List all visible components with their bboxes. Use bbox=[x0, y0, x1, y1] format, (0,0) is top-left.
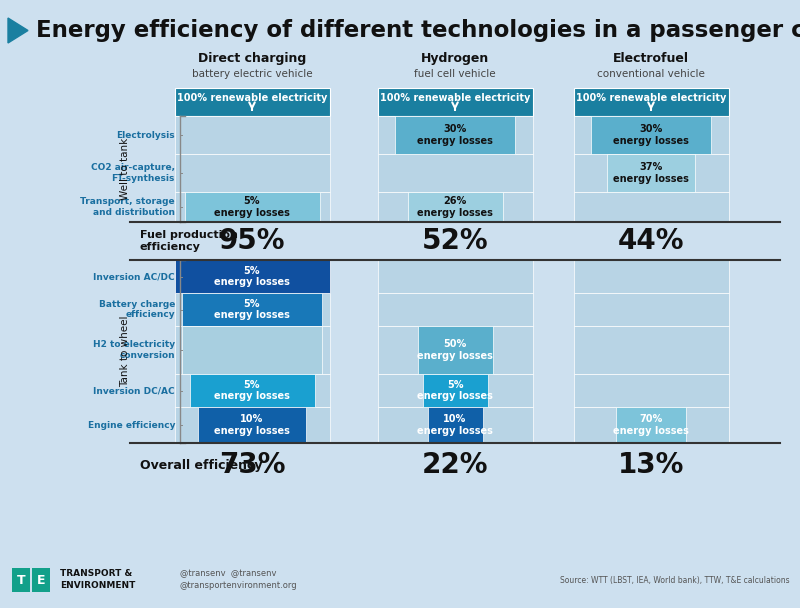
Text: 52%: 52% bbox=[422, 227, 488, 255]
Bar bbox=[574, 154, 729, 192]
Bar bbox=[185, 192, 320, 222]
Bar bbox=[574, 374, 729, 407]
Bar bbox=[395, 116, 515, 154]
Text: TRANSPORT &: TRANSPORT & bbox=[60, 570, 132, 578]
Bar bbox=[428, 407, 483, 443]
Bar bbox=[182, 293, 322, 326]
Bar bbox=[574, 88, 729, 116]
Text: Source: WTT (LBST, IEA, World bank), TTW, T&E calculations: Source: WTT (LBST, IEA, World bank), TTW… bbox=[560, 576, 790, 584]
Text: 70%
energy losses: 70% energy losses bbox=[613, 414, 689, 436]
Bar bbox=[182, 326, 322, 374]
Text: 44%: 44% bbox=[618, 227, 684, 255]
Text: 13%: 13% bbox=[618, 451, 684, 479]
Text: 10%
energy losses: 10% energy losses bbox=[214, 414, 290, 436]
Text: 10%
energy losses: 10% energy losses bbox=[417, 414, 493, 436]
Text: battery electric vehicle: battery electric vehicle bbox=[192, 69, 312, 79]
Text: 5%
energy losses: 5% energy losses bbox=[214, 380, 290, 401]
Bar bbox=[378, 154, 533, 192]
Text: 100% renewable electricity: 100% renewable electricity bbox=[380, 93, 530, 103]
Text: 5%
energy losses: 5% energy losses bbox=[214, 299, 290, 320]
Text: Tank to wheel: Tank to wheel bbox=[120, 316, 130, 387]
Bar bbox=[190, 374, 315, 407]
Text: fuel cell vehicle: fuel cell vehicle bbox=[414, 69, 496, 79]
Bar bbox=[378, 293, 533, 326]
Text: CO2 air-capture,
FT-synthesis: CO2 air-capture, FT-synthesis bbox=[91, 164, 175, 182]
Bar bbox=[574, 326, 729, 374]
Text: Overall efficiency: Overall efficiency bbox=[140, 458, 262, 471]
Text: T: T bbox=[17, 573, 26, 587]
Bar bbox=[378, 192, 533, 222]
Text: Fuel production
efficiency: Fuel production efficiency bbox=[140, 230, 238, 252]
Text: Inversion DC/AC: Inversion DC/AC bbox=[94, 386, 175, 395]
Bar bbox=[378, 407, 533, 443]
Bar bbox=[378, 88, 533, 116]
Bar bbox=[423, 374, 488, 407]
Bar bbox=[175, 260, 330, 293]
Text: 95%: 95% bbox=[218, 227, 286, 255]
Text: 73%: 73% bbox=[218, 451, 286, 479]
Bar bbox=[378, 374, 533, 407]
Bar bbox=[175, 407, 330, 443]
Text: E: E bbox=[37, 573, 46, 587]
Bar bbox=[378, 326, 533, 374]
Bar bbox=[418, 326, 493, 374]
Text: Hydrogen: Hydrogen bbox=[421, 52, 489, 65]
Text: 30%
energy losses: 30% energy losses bbox=[417, 124, 493, 146]
Polygon shape bbox=[8, 18, 28, 43]
Bar bbox=[574, 260, 729, 293]
Bar bbox=[591, 116, 711, 154]
Bar bbox=[574, 293, 729, 326]
Bar bbox=[607, 154, 695, 192]
Text: Transport, storage
and distribution: Transport, storage and distribution bbox=[80, 198, 175, 216]
Bar bbox=[175, 260, 330, 293]
Bar bbox=[175, 192, 330, 222]
Bar bbox=[175, 88, 330, 116]
Text: Inversion AC/DC: Inversion AC/DC bbox=[94, 272, 175, 281]
Text: Well to tank: Well to tank bbox=[120, 138, 130, 200]
Bar bbox=[175, 293, 330, 326]
Text: conventional vehicle: conventional vehicle bbox=[597, 69, 705, 79]
Bar bbox=[574, 192, 729, 222]
Bar bbox=[574, 116, 729, 154]
Text: @transportenvironment.org: @transportenvironment.org bbox=[180, 581, 298, 590]
Text: 5%
energy losses: 5% energy losses bbox=[214, 266, 290, 288]
Bar bbox=[616, 407, 686, 443]
Bar bbox=[198, 407, 306, 443]
Text: 26%
energy losses: 26% energy losses bbox=[417, 196, 493, 218]
Bar bbox=[12, 568, 30, 592]
Text: 100% renewable electricity: 100% renewable electricity bbox=[576, 93, 726, 103]
Text: Electrofuel: Electrofuel bbox=[613, 52, 689, 65]
Bar bbox=[574, 407, 729, 443]
Text: Energy efficiency of different technologies in a passenger car: Energy efficiency of different technolog… bbox=[36, 19, 800, 43]
Text: ENVIRONMENT: ENVIRONMENT bbox=[60, 581, 135, 590]
Text: Direct charging: Direct charging bbox=[198, 52, 306, 65]
Text: 5%
energy losses: 5% energy losses bbox=[417, 380, 493, 401]
Bar bbox=[175, 154, 330, 192]
Bar bbox=[175, 116, 330, 154]
Text: Electrolysis: Electrolysis bbox=[116, 131, 175, 139]
Text: 30%
energy losses: 30% energy losses bbox=[613, 124, 689, 146]
Text: Battery charge
efficiency: Battery charge efficiency bbox=[98, 300, 175, 319]
Bar bbox=[408, 192, 503, 222]
Bar bbox=[378, 116, 533, 154]
Text: Engine efficiency: Engine efficiency bbox=[87, 421, 175, 429]
Text: @transenv  @transenv: @transenv @transenv bbox=[180, 570, 277, 578]
Bar bbox=[175, 374, 330, 407]
Text: 37%
energy losses: 37% energy losses bbox=[613, 162, 689, 184]
Text: 100% renewable electricity: 100% renewable electricity bbox=[177, 93, 327, 103]
Bar bbox=[378, 260, 533, 293]
Bar bbox=[32, 568, 50, 592]
Text: 5%
energy losses: 5% energy losses bbox=[214, 196, 290, 218]
Text: 50%
energy losses: 50% energy losses bbox=[417, 339, 493, 361]
Text: 22%: 22% bbox=[422, 451, 488, 479]
Bar bbox=[175, 326, 330, 374]
Text: H2 to electricity
conversion: H2 to electricity conversion bbox=[93, 340, 175, 360]
